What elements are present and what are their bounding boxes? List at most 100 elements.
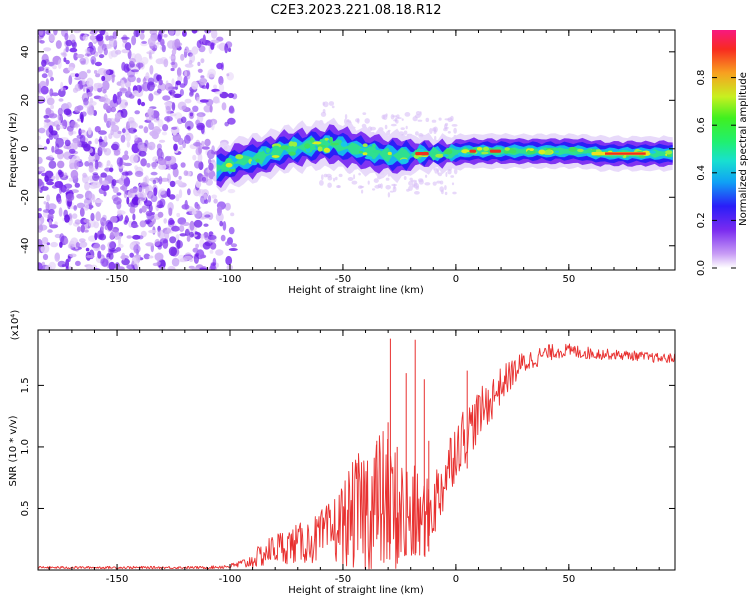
spectrogram-noise-speck [187, 126, 191, 130]
spectrogram-scatter-speck [418, 179, 424, 185]
spectrogram-peak-blob [538, 149, 546, 155]
spectrogram-peak-blob [483, 146, 489, 151]
spectrogram-noise-speck [106, 160, 111, 167]
spectrogram-scatter-speck [424, 182, 431, 186]
spectrogram-noise-speck [57, 197, 62, 205]
spectrogram-noise-speck [128, 62, 137, 70]
spectrogram-noise-speck [64, 183, 73, 189]
spectrogram-noise-speck [108, 38, 118, 47]
spectrogram-noise-speck [140, 183, 149, 187]
spectrogram-noise-speck [179, 224, 185, 231]
spectrogram-noise-speck [118, 104, 126, 110]
spectrogram-noise-speck [89, 30, 98, 35]
spectrogram-noise-speck [149, 221, 155, 225]
spectrogram-scatter-speck [444, 185, 447, 191]
spectrogram-noise-speck [45, 68, 49, 74]
colorbar: 0.0 0.2 0.4 0.6 0.8 Normalized spectral ampl… [696, 30, 749, 276]
spectrogram-x-tick-label: 0 [453, 274, 459, 285]
spectrogram-noise-speck [134, 53, 143, 64]
spectrogram-noise-speck [129, 252, 134, 258]
spectrogram-y-tick-label: 20 [20, 94, 31, 107]
spectrogram-noise-speck [65, 45, 69, 53]
spectrogram-noise-speck [97, 250, 102, 259]
spectrogram-noise-speck [119, 87, 127, 92]
spectrogram-noise-speck [122, 154, 130, 161]
spectrogram-noise-speck [131, 35, 137, 46]
spectrogram-noise-speck [202, 34, 206, 45]
spectrogram-noise-speck [182, 30, 187, 37]
spectrogram-noise-speck [120, 134, 126, 143]
spectrogram-noise-speck [156, 143, 162, 150]
spectrogram-peak-blob [435, 153, 444, 158]
spectrogram-noise-speck [66, 102, 72, 109]
spectrogram-noise-speck [38, 207, 42, 212]
spectrogram-noise-speck [136, 193, 144, 200]
spectrogram-noise-speck [204, 138, 211, 147]
snr-y-tick-label: 1.5 [20, 377, 31, 393]
spectrogram-noise-speck [100, 172, 107, 178]
spectrogram-noise-speck [218, 83, 225, 93]
spectrogram-peak-blob [591, 148, 597, 153]
spectrogram-noise-speck [148, 229, 157, 234]
spectrogram-noise-speck [169, 180, 176, 188]
spectrogram-scatter-speck [335, 176, 338, 181]
spectrogram-noise-speck [79, 129, 86, 133]
spectrogram-peak-blob [372, 150, 382, 154]
spectrogram-noise-speck [66, 125, 74, 132]
spectrogram-noise-speck [112, 186, 119, 193]
spectrogram-scatter-speck [323, 173, 328, 178]
spectrogram-noise-speck [48, 113, 58, 119]
spectrogram-peak-blob [340, 141, 348, 147]
spectrogram-noise-speck [173, 93, 182, 99]
spectrogram-noise-speck [74, 182, 81, 188]
spectrogram-peak-blob [271, 155, 280, 158]
spectrogram-noise-speck [194, 231, 198, 235]
spectrogram-peak-blob [316, 144, 326, 148]
spectrogram-noise-speck [120, 36, 130, 40]
spectrogram-peak-blob [362, 152, 368, 156]
spectrogram-noise-speck [51, 175, 56, 180]
spectrogram-noise-speck [158, 164, 167, 170]
spectrogram-peak-blob [444, 149, 453, 155]
spectrogram-noise-speck [86, 91, 93, 97]
spectrogram-noise-speck [151, 131, 159, 140]
spectrogram-scatter-speck [451, 182, 455, 186]
spectrogram-noise-speck [187, 188, 191, 196]
spectrogram-noise-speck [171, 78, 175, 86]
spectrogram-scatter-speck [385, 177, 390, 181]
spectrogram-noise-speck [198, 267, 207, 270]
spectrogram-noise-speck [192, 105, 199, 113]
spectrogram-noise-speck [149, 65, 154, 75]
spectrogram-noise-speck [76, 226, 82, 233]
spectrogram-noise-speck [137, 198, 142, 206]
spectrogram-noise-speck [122, 128, 126, 134]
spectrogram-scatter-speck [327, 182, 332, 188]
spectrogram-noise-speck [132, 213, 136, 221]
spectrogram-scatter-speck [390, 123, 397, 127]
spectrogram-scatter-speck [322, 109, 326, 114]
spectrogram-scatter-speck [412, 116, 418, 122]
spectrogram-noise-speck [99, 30, 106, 36]
spectrogram-noise-speck [210, 120, 215, 131]
spectrogram-noise-speck [38, 220, 41, 226]
spectrogram-noise-speck [41, 172, 47, 177]
spectrogram-noise-speck [193, 219, 203, 228]
spectrogram-noise-speck [38, 66, 45, 72]
spectrogram-noise-speck [224, 202, 231, 211]
spectrogram-scatter-speck [355, 118, 360, 123]
spectrogram-noise-speck [198, 45, 206, 53]
spectrogram-noise-speck [88, 101, 97, 106]
spectrogram-noise-speck [44, 119, 51, 123]
spectrogram-peak-blob [399, 158, 409, 164]
spectrogram-scatter-speck [409, 177, 413, 181]
spectrogram-noise-speck [170, 53, 176, 63]
spectrogram-noise-speck [53, 30, 58, 36]
spectrogram-noise-speck [158, 176, 163, 185]
spectrogram-noise-speck [171, 257, 180, 267]
spectrogram-scatter-speck [445, 172, 448, 177]
spectrogram-noise-speck [202, 176, 207, 182]
spectrogram-noise-speck [46, 194, 51, 202]
spectrogram-noise-speck [46, 242, 50, 246]
spectrogram-scatter-speck [351, 180, 358, 185]
spectrogram-noise-speck [98, 233, 107, 241]
